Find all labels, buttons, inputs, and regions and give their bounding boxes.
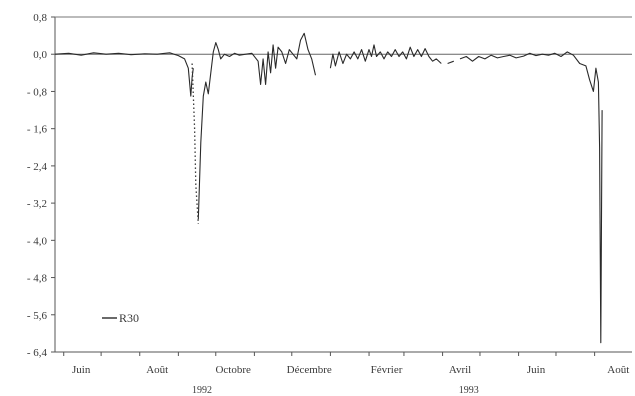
x-tick-label: Avril <box>449 364 471 376</box>
legend-label-r30: R30 <box>119 311 139 325</box>
legend: R30 <box>102 311 139 325</box>
x-tick-label: Juin <box>527 364 546 376</box>
year-label: 1992 <box>192 385 212 396</box>
x-tick-label: Décembre <box>287 364 332 376</box>
y-tick-label: - 4,0 <box>27 235 48 247</box>
x-tick-label: Février <box>371 364 403 376</box>
x-axis: Juin Août Octobre Décembre Février Avril Juin A… <box>63 352 629 396</box>
series-line-dotted <box>191 63 199 225</box>
y-tick-label: 0,8 <box>33 12 47 24</box>
x-tick-label: Octobre <box>215 364 251 376</box>
series-line-r30 <box>54 32 603 344</box>
plot-frame <box>54 16 632 353</box>
year-label: 1993 <box>459 385 479 396</box>
y-tick-label: - 3,2 <box>27 198 47 210</box>
y-tick-label: - 0,8 <box>27 86 48 98</box>
x-tick-label: Août <box>146 364 168 376</box>
y-tick-label: - 6,4 <box>27 347 48 359</box>
series-lines <box>54 32 603 344</box>
y-tick-label: 0,0 <box>33 49 47 61</box>
y-axis: 0,8 0,0 - 0,8 - 1,6 - 2,4 - 3,2 - 4,0 - 4,8 - 5,… <box>27 12 55 359</box>
x-tick-label: Août <box>607 364 629 376</box>
y-tick-label: - 2,4 <box>27 161 48 173</box>
x-tick-label: Juin <box>72 364 91 376</box>
y-tick-label: - 1,6 <box>27 124 48 136</box>
y-tick-label: - 4,8 <box>27 273 48 285</box>
y-tick-label: - 5,6 <box>27 310 48 322</box>
